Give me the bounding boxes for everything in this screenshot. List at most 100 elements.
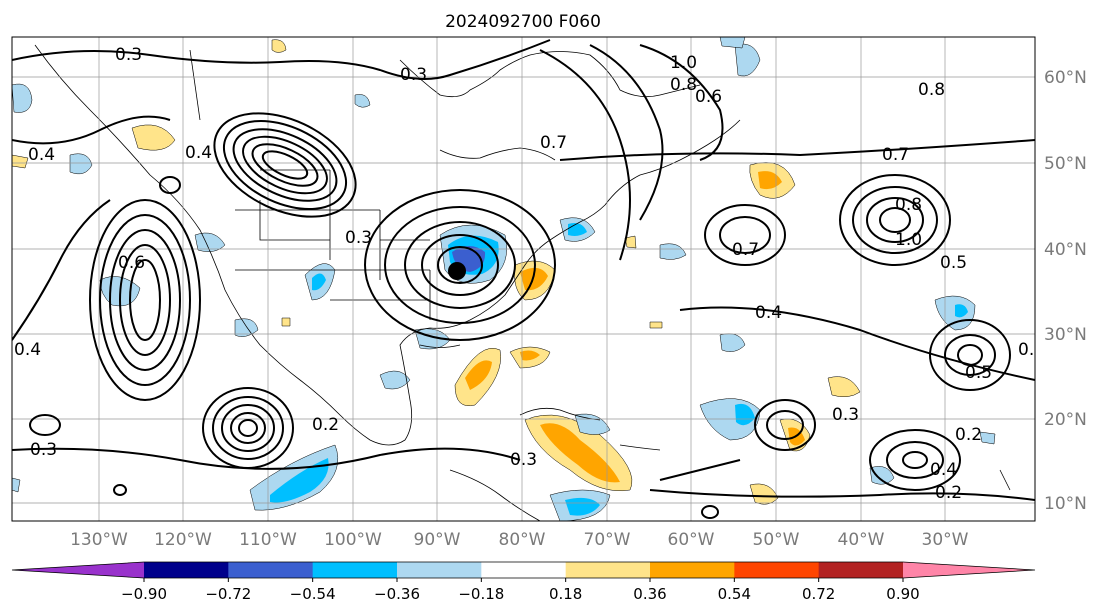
- colorbar-segment: [397, 562, 482, 578]
- shade-blue: [234, 318, 259, 337]
- contour-label: 0.4: [755, 303, 782, 323]
- map-panel: 0.3 0.3 0.3 0.3 0.3 0.3 0.4 0.4 0.4 0.4 …: [12, 37, 1045, 521]
- shade-yellow: [649, 321, 663, 329]
- graticule: [12, 37, 1035, 521]
- contour-label: 0.3: [345, 228, 372, 248]
- contour-label: 0.3: [832, 405, 859, 425]
- contour-label: 1.0: [895, 230, 922, 250]
- longitude-labels: 130°W 120°W 110°W 100°W 90°W 80°W 70°W 6…: [70, 530, 969, 550]
- shade-yellow: [131, 124, 176, 151]
- contour-label: 0.8: [895, 195, 922, 215]
- contour-label: 1.0: [670, 53, 697, 73]
- colorbar-segment: [312, 562, 398, 578]
- shade-blue: [69, 153, 93, 175]
- shade-blue: [659, 243, 687, 260]
- contour-label: 0.4: [14, 340, 41, 360]
- colorbar-extend-max: [903, 562, 1035, 578]
- shade-blue: [565, 497, 600, 516]
- colorbar-segment: [734, 562, 820, 578]
- shade-blue: [869, 466, 895, 485]
- shade-orange: [520, 267, 548, 291]
- lon-label: 90°W: [414, 530, 461, 550]
- contour-label: 0.2: [312, 415, 339, 435]
- shading-layer: [12, 37, 996, 521]
- colorbar-segment: [818, 562, 904, 578]
- lon-label: 130°W: [70, 530, 128, 550]
- colorbar-tick-label: −0.90: [121, 585, 167, 603]
- lon-label: 30°W: [922, 530, 969, 550]
- contour-label: 0.8: [918, 80, 945, 100]
- colorbar-segment: [565, 562, 651, 578]
- colorbar-tick-label: 0.72: [802, 585, 835, 603]
- colorbar-tick-label: 0.54: [718, 585, 751, 603]
- lon-label: 120°W: [154, 530, 212, 550]
- shade-blue: [270, 458, 329, 503]
- contour-label: 0.4: [930, 460, 957, 480]
- colorbar-segment: [650, 562, 735, 578]
- contour-labels: 0.3 0.3 0.3 0.3 0.3 0.3 0.4 0.4 0.4 0.4 …: [14, 45, 1045, 503]
- lat-label: 30°N: [1044, 325, 1087, 345]
- contour-label: 0.2: [955, 425, 982, 445]
- contour-label: 0.3: [115, 45, 142, 65]
- storm-center-marker: [448, 262, 466, 280]
- shade-blue: [354, 94, 371, 108]
- shade-orange: [465, 360, 492, 390]
- lon-label: 110°W: [239, 530, 297, 550]
- lon-label: 80°W: [499, 530, 546, 550]
- shade-blue: [379, 370, 411, 390]
- shade-yellow: [281, 317, 291, 327]
- shade-blue: [734, 43, 761, 77]
- map-frame: [11, 36, 1036, 522]
- shade-yellow: [624, 235, 637, 249]
- shade-blue: [735, 403, 755, 426]
- shade-blue: [12, 83, 33, 113]
- colorbar: −0.90 −0.72 −0.54 −0.36 −0.18 0.18 0.36 0.54 0.7…: [11, 561, 1036, 603]
- colorbar-tick-label: −0.72: [205, 585, 251, 603]
- colorbar-segment: [481, 562, 567, 578]
- contour-label: 0.3: [510, 450, 537, 470]
- contour-label: 0.7: [882, 145, 909, 165]
- colorbar-segment: [228, 562, 314, 578]
- lon-label: 60°W: [668, 530, 715, 550]
- contour-label: 0.4: [28, 145, 55, 165]
- colorbar-tick-label: −0.36: [374, 585, 420, 603]
- shade-yellow: [271, 39, 287, 53]
- colorbar-tick-label: 0.36: [633, 585, 666, 603]
- coastlines: [34, 44, 1011, 521]
- shade-yellow: [12, 154, 29, 169]
- contour-label: 0.5: [1018, 340, 1045, 360]
- contour-label: 0.5: [965, 363, 992, 383]
- map-title: 2024092700 F060: [445, 12, 601, 32]
- contour-label: 0.3: [30, 440, 57, 460]
- lon-label: 100°W: [324, 530, 382, 550]
- shade-blue: [12, 477, 21, 493]
- shade-blue: [979, 431, 996, 445]
- contour-label: 0.8: [670, 75, 697, 95]
- contour-lines: [12, 39, 1035, 519]
- colorbar-tick-label: 0.18: [549, 585, 582, 603]
- colorbar-tick-label: −0.54: [290, 585, 336, 603]
- shade-blue: [312, 273, 326, 291]
- lat-label: 50°N: [1044, 154, 1087, 174]
- contour-label: 0.4: [185, 143, 212, 163]
- contour-label: 0.2: [935, 483, 962, 503]
- contour-label: 0.7: [540, 133, 567, 153]
- lat-label: 20°N: [1044, 410, 1087, 430]
- lon-label: 70°W: [584, 530, 631, 550]
- lat-label: 10°N: [1044, 494, 1087, 514]
- colorbar-tick-label: −0.18: [458, 585, 504, 603]
- shade-orange: [520, 350, 540, 361]
- shade-yellow: [749, 483, 779, 505]
- contour-label: 0.6: [695, 87, 722, 107]
- lon-label: 50°W: [753, 530, 800, 550]
- contour-label: 0.5: [940, 253, 967, 273]
- contour-label: 0.7: [732, 240, 759, 260]
- shade-blue: [194, 232, 226, 252]
- contour-label: 0.6: [118, 253, 145, 273]
- colorbar-segment: [144, 562, 229, 578]
- colorbar-extend-min: [12, 562, 144, 578]
- lat-label: 60°N: [1044, 68, 1087, 88]
- shade-blue: [955, 304, 968, 318]
- shade-yellow: [827, 376, 861, 398]
